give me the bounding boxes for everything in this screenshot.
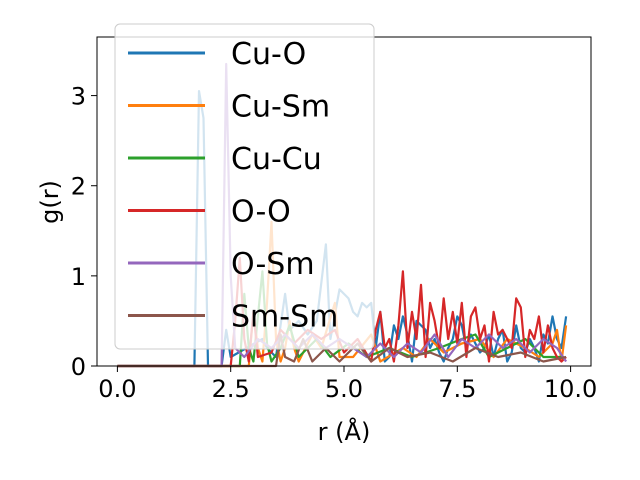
series-line-4	[117, 62, 568, 368]
legend-label: Cu-Sm	[231, 90, 330, 125]
x-tick-label: 0.0	[98, 375, 136, 403]
y-axis-ticks: 0 1 2 3	[71, 83, 97, 381]
series-line-5	[117, 333, 567, 368]
x-axis-ticks: 0.0 2.5 5.0 7.5 10.0	[98, 366, 597, 403]
x-tick-label: 7.5	[438, 375, 476, 403]
legend-label: O-Sm	[231, 247, 315, 282]
legend-label: O-O	[231, 195, 291, 230]
x-tick-label: 2.5	[212, 375, 250, 403]
y-tick-label: 3	[71, 83, 86, 111]
legend-label: Sm-Sm	[231, 300, 338, 335]
y-axis-label: g(r)	[36, 180, 64, 224]
y-tick-label: 2	[71, 173, 86, 201]
legend-label: Cu-O	[231, 37, 306, 72]
y-tick-label: 0	[71, 353, 86, 381]
legend: Cu-O Cu-Sm Cu-Cu O-O O-Sm Sm-Sm	[114, 23, 375, 350]
x-tick-label: 10.0	[544, 375, 597, 403]
y-tick-label: 1	[71, 263, 86, 291]
legend-label: Cu-Cu	[231, 142, 322, 177]
x-tick-label: 5.0	[325, 375, 363, 403]
x-axis-label: r (Å)	[318, 417, 371, 446]
legend-entries: Cu-O Cu-Sm Cu-Cu O-O O-Sm Sm-Sm	[128, 37, 338, 335]
